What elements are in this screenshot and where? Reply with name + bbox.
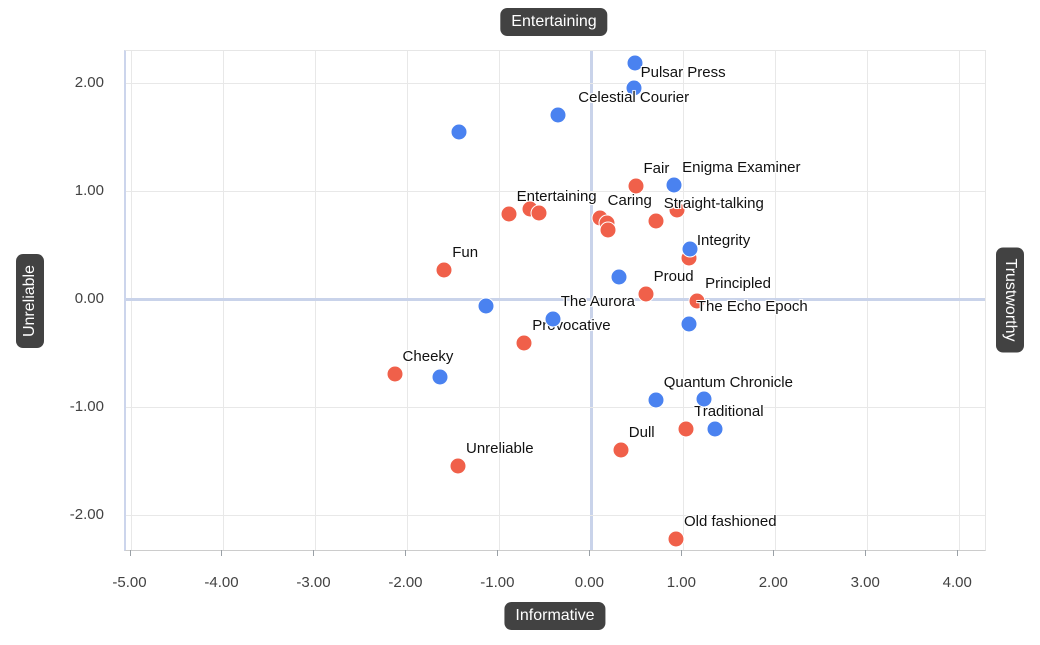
y-grid-line [126, 82, 985, 84]
data-point[interactable] [677, 420, 695, 438]
point-label: Traditional [694, 403, 764, 421]
data-point[interactable] [477, 297, 495, 315]
x-tick-mark [865, 550, 867, 556]
quadrant-label-top: Entertaining [500, 8, 608, 36]
point-label: Entertaining [516, 188, 597, 206]
point-label: Enigma Examiner [682, 158, 801, 176]
x-tick-mark [681, 550, 683, 556]
y-grid-line [126, 406, 985, 408]
x-tick-label: 0.00 [574, 574, 604, 591]
data-point[interactable] [681, 240, 699, 258]
data-point[interactable] [665, 176, 683, 194]
point-label: Pulsar Press [640, 63, 726, 81]
data-point[interactable] [626, 54, 644, 72]
data-point[interactable] [627, 177, 644, 195]
x-tick-mark [313, 550, 315, 556]
data-point[interactable] [549, 106, 567, 124]
data-point[interactable] [647, 212, 665, 230]
data-point[interactable] [500, 205, 518, 223]
x-tick-label: -2.00 [388, 574, 423, 591]
point-label: Principled [705, 274, 771, 292]
point-label: Quantum Chronicle [663, 373, 793, 391]
x-tick-label: 3.00 [850, 574, 880, 591]
x-tick-mark [497, 550, 499, 556]
x-tick-label: 1.00 [666, 574, 696, 591]
quadrant-label-right: Trustworthy [996, 247, 1024, 353]
point-label: Unreliable [466, 439, 534, 457]
data-point[interactable] [706, 420, 724, 438]
x-tick-label: -4.00 [204, 574, 239, 591]
point-label: Fair [643, 160, 670, 177]
data-point[interactable] [515, 334, 533, 352]
x-tick-mark [589, 550, 591, 556]
data-point[interactable] [435, 261, 453, 279]
point-label: Straight-talking [663, 194, 764, 212]
data-point[interactable] [449, 457, 467, 475]
y-tick-label: -2.00 [69, 506, 104, 524]
y-tick-label: 0.00 [74, 290, 104, 308]
data-point[interactable] [431, 368, 449, 386]
plot-area: Entertaining Caring Fair Straight-talking In… [124, 50, 986, 551]
y-grid-line [126, 514, 985, 516]
x-tick-label: 2.00 [758, 574, 788, 591]
point-label: Proud [653, 268, 694, 286]
data-point[interactable] [667, 530, 685, 548]
x-tick-label: -3.00 [296, 574, 331, 591]
x-tick-label: -1.00 [480, 574, 515, 591]
x-tick-mark [221, 550, 223, 556]
point-label: Caring [607, 192, 652, 210]
point-label: The Echo Epoch [696, 298, 808, 316]
data-point[interactable] [386, 365, 404, 383]
data-point[interactable] [688, 292, 706, 309]
point-label: Dull [628, 423, 655, 441]
data-point[interactable] [530, 204, 548, 222]
data-point[interactable] [610, 268, 628, 286]
data-point[interactable] [647, 391, 665, 409]
point-label: Old fashioned [683, 513, 777, 531]
data-point[interactable] [599, 221, 617, 239]
y-tick-label: 1.00 [74, 182, 104, 200]
data-point[interactable] [695, 390, 713, 408]
data-point[interactable] [637, 285, 655, 303]
y-tick-label: -1.00 [69, 398, 104, 416]
y-grid-line [126, 190, 985, 192]
point-label: Fun [452, 244, 479, 262]
x-tick-mark [773, 550, 775, 556]
x-tick-mark [957, 550, 959, 556]
data-point[interactable] [680, 315, 698, 333]
data-point[interactable] [668, 201, 686, 219]
x-tick-label: 4.00 [942, 574, 972, 591]
point-label: The Aurora [560, 292, 635, 310]
point-label: Cheeky [402, 347, 454, 365]
point-label: Integrity [696, 232, 751, 250]
quadrant-label-bottom: Informative [504, 602, 606, 630]
data-point[interactable] [612, 441, 630, 459]
data-point[interactable] [450, 123, 468, 141]
x-tick-mark [405, 550, 407, 556]
y-zero-line [126, 297, 985, 301]
x-tick-label: -5.00 [112, 574, 147, 591]
x-tick-mark [129, 550, 131, 556]
data-point[interactable] [544, 310, 562, 328]
y-tick-label: 2.00 [74, 74, 104, 92]
point-label: Celestial Courier [578, 88, 690, 106]
data-point[interactable] [625, 79, 643, 97]
